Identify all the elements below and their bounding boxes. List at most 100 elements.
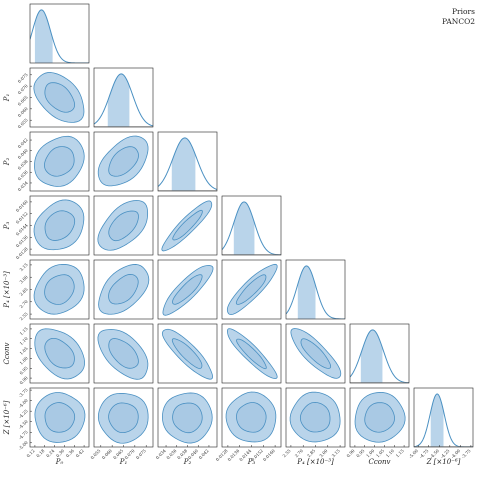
contour-inner-P2-P1 — [108, 146, 139, 177]
x-tick-label: 1.00 — [365, 448, 375, 458]
x-axis-label-Cconv: Cconv — [369, 458, 391, 466]
y-axis-label-P2: P₂ — [3, 158, 11, 167]
y-tick-label: 0.038 — [17, 158, 29, 170]
panel-Cconv-P0: 0.900.951.001.051.101.15 Cconv — [3, 323, 90, 385]
contour-inner-Z-P0 — [44, 402, 76, 433]
hist-band-Cconv — [360, 329, 383, 383]
panel-Cconv-Cconv — [349, 323, 410, 384]
panel-Cconv-P1 — [93, 323, 154, 384]
panel-Cconv-P2 — [157, 323, 218, 384]
panel-frame — [93, 323, 154, 384]
contour-inner-P4-P0 — [44, 274, 75, 305]
panel-frame — [285, 323, 346, 384]
x-tick-label: 0.0160 — [262, 448, 276, 462]
x-tick-label: -4.50 — [429, 448, 440, 459]
y-tick-label: 2.85 — [19, 286, 29, 296]
contour-inner-Z-P2 — [172, 402, 203, 434]
contour-inner-P4-P2 — [172, 274, 203, 305]
legend-entry-panco2: PANCO2 — [442, 17, 475, 26]
panel-frame — [349, 387, 410, 448]
x-tick-label: 0.95 — [355, 448, 365, 458]
panel-P1-P1 — [93, 67, 154, 128]
hist-band-Z — [430, 393, 444, 447]
y-tick-label: -3.75 — [18, 387, 29, 398]
panel-frame — [29, 3, 90, 64]
y-tick-label: 0.040 — [17, 148, 29, 160]
x-axis-label-Z: Z [×10⁻⁶] — [426, 458, 461, 466]
y-tick-label: 0.055 — [17, 117, 29, 129]
x-tick-label: 3.00 — [318, 448, 328, 458]
x-tick-label: 0.036 — [165, 448, 177, 460]
panel-frame — [349, 323, 410, 384]
contour-inner-Cconv-P2 — [171, 338, 203, 369]
panel-P4-P2 — [157, 259, 218, 320]
y-tick-label: -4.00 — [18, 398, 29, 409]
y-tick-label: 0.075 — [17, 72, 29, 84]
contour-inner-Cconv-P1 — [108, 338, 139, 369]
hist-curve-P4 — [286, 265, 345, 319]
y-tick-label: 0.042 — [17, 137, 29, 149]
x-tick-label: -4.75 — [418, 448, 429, 459]
legend: Priors PANCO2 — [442, 7, 475, 26]
x-tick-label: 2.70 — [294, 448, 304, 458]
panel-frame — [413, 387, 474, 448]
contour-inner-Z-P1 — [108, 402, 139, 434]
contour-inner-P4-P3 — [235, 274, 267, 305]
y-tick-label: 3.00 — [19, 274, 29, 284]
y-axis-label-Cconv: Cconv — [3, 342, 11, 364]
hist-curve-Cconv — [350, 329, 409, 383]
x-tick-label: -4.00 — [450, 448, 461, 459]
panel-frame — [93, 195, 154, 256]
x-tick-label: 0.060 — [101, 448, 113, 460]
panel-Cconv-P4 — [285, 323, 346, 384]
panel-frame — [221, 323, 282, 384]
y-tick-label: 0.90 — [19, 375, 29, 385]
hist-band-P0 — [34, 9, 53, 63]
y-tick-label: 0.0160 — [15, 199, 29, 213]
panel-frame — [29, 323, 90, 384]
panel-frame — [157, 259, 218, 320]
hist-band-P2 — [171, 137, 196, 191]
contour-inner-Cconv-P3 — [236, 338, 267, 370]
y-tick-label: 3.15 — [19, 262, 29, 272]
panel-Z-P0: 0.12 0.18 0.24 0.30 0.36 0.42 P₀ -5.00-4.75-4.5… — [3, 387, 90, 466]
x-tick-label: 0.24 — [45, 448, 55, 458]
x-tick-label: 0.034 — [155, 448, 167, 460]
y-tick-label: 0.060 — [17, 106, 29, 118]
x-tick-label: -4.25 — [439, 448, 450, 459]
x-axis-label-P3: P₃ — [247, 458, 256, 466]
panel-P3-P1 — [93, 195, 154, 256]
y-tick-label: -5.00 — [18, 440, 29, 451]
x-tick-label: 1.10 — [385, 448, 395, 458]
panel-P4-P3 — [221, 259, 282, 320]
y-tick-label: 0.070 — [17, 83, 29, 95]
y-tick-label: -4.50 — [18, 419, 29, 430]
y-tick-label: 0.034 — [17, 180, 29, 192]
contour-inner-P1-P0 — [44, 82, 76, 113]
contour-inner-Cconv-P0 — [44, 337, 75, 369]
panel-P2-P1 — [93, 131, 154, 192]
x-tick-label: -5.00 — [408, 448, 419, 459]
contour-inner-Cconv-P4 — [300, 338, 332, 369]
contour-inner-Z-Cconv — [364, 402, 395, 433]
panel-frame — [157, 323, 218, 384]
y-tick-label: 1.00 — [19, 355, 29, 365]
panel-frame — [93, 131, 154, 192]
contour-inner-P3-P0 — [44, 210, 76, 241]
x-tick-label: 0.12 — [25, 448, 35, 458]
x-axis-label-P1: P₁ — [119, 458, 128, 466]
x-tick-label: 0.042 — [198, 448, 210, 460]
x-tick-label: 0.18 — [35, 448, 45, 458]
x-axis-label-P4: P₄ [×10⁻³] — [296, 458, 334, 466]
y-tick-label: 1.10 — [19, 336, 29, 346]
x-tick-label: 1.15 — [395, 448, 405, 458]
y-axis-label-P3: P₃ — [3, 222, 11, 231]
y-tick-label: 0.065 — [17, 94, 29, 106]
